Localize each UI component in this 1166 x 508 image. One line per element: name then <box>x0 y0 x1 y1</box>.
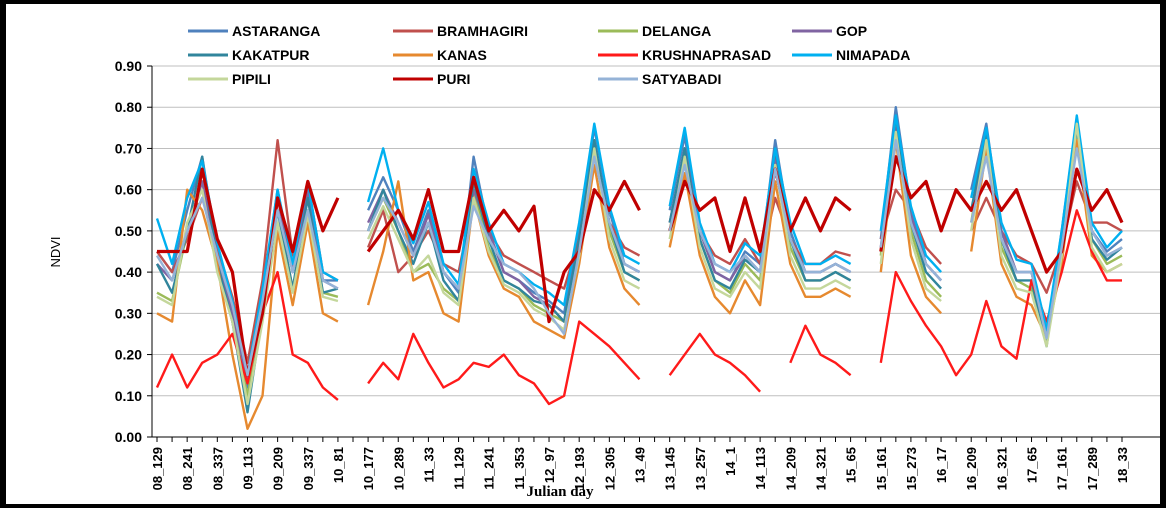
x-tick-label: 13_49 <box>633 447 648 483</box>
legend-label: KRUSHNAPRASAD <box>642 47 771 63</box>
legend-label: NIMAPADA <box>836 47 910 63</box>
x-tick-label: 13_257 <box>693 447 708 490</box>
x-tick-label: 10_177 <box>361 447 376 490</box>
series-line <box>156 139 1123 430</box>
legend-label: PURI <box>437 71 470 87</box>
x-tick-label: 08_337 <box>210 447 225 490</box>
x-tick-label: 08_129 <box>150 447 165 490</box>
x-tick-label: 12_305 <box>602 447 617 490</box>
series-line <box>155 209 1122 406</box>
legend-label: PIPILI <box>232 71 271 87</box>
x-tick-label: 11_353 <box>512 447 527 490</box>
x-tick-label: 17_161 <box>1055 447 1070 490</box>
legend-label: SATYABADI <box>642 71 721 87</box>
legend-label: KAKATPUR <box>232 47 310 63</box>
x-tick-label: 09_337 <box>301 447 316 490</box>
x-tick-label: 10_289 <box>391 447 406 490</box>
series-line <box>155 139 1123 377</box>
x-axis-title: Julian day <box>526 484 594 500</box>
x-tick-label: 08_241 <box>180 447 195 490</box>
y-tick-label: 0.00 <box>115 429 142 445</box>
x-tick-label: 14_321 <box>813 447 828 490</box>
x-tick-label: 09_209 <box>271 447 286 490</box>
x-tick-label: 15_273 <box>904 447 919 490</box>
x-tick-label: 17_65 <box>1025 447 1040 483</box>
y-tick-label: 0.40 <box>115 264 142 280</box>
x-tick-label: 17_289 <box>1085 447 1100 490</box>
legend-label: KANAS <box>437 47 487 63</box>
x-tick-label: 14_113 <box>753 447 768 490</box>
y-tick-label: 0.20 <box>115 347 142 363</box>
y-tick-label: 0.90 <box>115 58 142 74</box>
x-tick-label: 14_1 <box>723 447 738 476</box>
x-tick-label: 18_33 <box>1115 447 1130 483</box>
x-tick-label: 15_65 <box>844 447 859 483</box>
y-tick-label: 0.50 <box>115 223 142 239</box>
y-tick-label: 0.10 <box>115 388 142 404</box>
x-tick-label: 09_113 <box>240 447 255 490</box>
series-line <box>156 122 1123 406</box>
x-tick-label: 11_241 <box>482 447 497 490</box>
x-tick-label: 10_81 <box>331 447 346 483</box>
x-tick-label: 13_145 <box>663 447 678 490</box>
y-tick-label: 0.60 <box>115 182 142 198</box>
x-tick-label: 15_161 <box>874 447 889 490</box>
legend-label: BRAMHAGIRI <box>437 23 528 39</box>
x-tick-label: 11_129 <box>452 447 467 490</box>
legend-label: GOP <box>836 23 867 39</box>
x-tick-label: 11_33 <box>421 447 436 482</box>
legend-label: ASTARANGA <box>232 23 320 39</box>
x-tick-label: 16_17 <box>934 447 949 483</box>
y-tick-label: 0.30 <box>115 305 142 321</box>
chart-area <box>6 4 1160 504</box>
legend-label: DELANGA <box>642 23 711 39</box>
y-tick-label: 0.70 <box>115 140 142 156</box>
y-tick-label: 0.80 <box>115 99 142 115</box>
y-axis-title: NDVI <box>48 236 63 267</box>
x-tick-label: 14_209 <box>783 447 798 490</box>
x-tick-label: 16_321 <box>994 447 1009 490</box>
x-tick-label: 12_193 <box>572 447 587 490</box>
x-tick-label: 16_209 <box>964 447 979 490</box>
x-tick-label: 12_97 <box>542 447 557 483</box>
